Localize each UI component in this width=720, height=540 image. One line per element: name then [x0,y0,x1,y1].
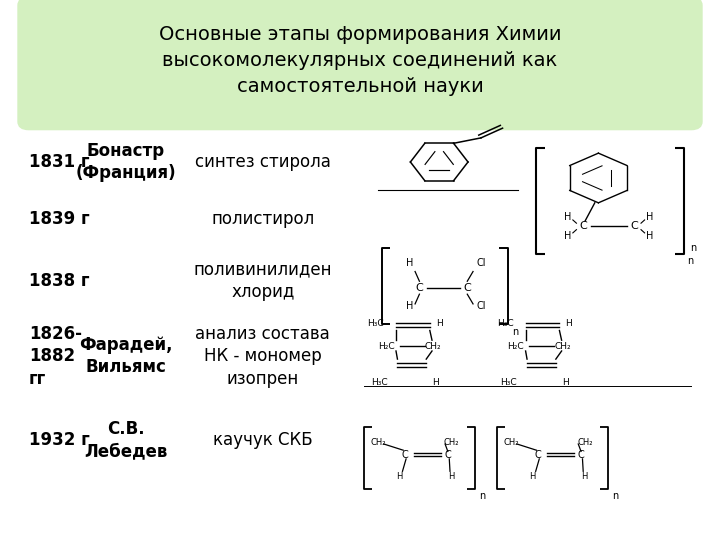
Text: H₂C: H₂C [508,342,524,351]
Text: H: H [449,472,454,481]
Text: CH₂: CH₂ [371,437,387,447]
Text: Бонастр
(Франция): Бонастр (Франция) [76,142,176,182]
Text: H₃C: H₃C [500,378,517,387]
Text: Основные этапы формирования Химии
высокомолекулярных соединений как
самостоятель: Основные этапы формирования Химии высоко… [158,25,562,96]
Text: 1932 г: 1932 г [29,431,89,449]
Text: H: H [564,231,572,241]
Text: CH₂: CH₂ [425,342,441,351]
Text: H₃C: H₃C [367,320,384,328]
Text: поливинилиден
хлорид: поливинилиден хлорид [194,261,332,301]
Text: C: C [444,449,451,460]
Text: H: H [562,378,569,387]
Text: H: H [646,231,653,241]
Text: H₃C: H₃C [497,320,513,328]
Text: n: n [688,256,694,267]
Text: C: C [534,449,541,460]
Text: H₃C: H₃C [371,378,387,387]
Text: H: H [530,472,536,481]
Text: анализ состава
НК - мономер
изопрен: анализ состава НК - мономер изопрен [195,325,330,388]
Text: H: H [432,378,439,387]
Text: CH₂: CH₂ [554,342,571,351]
Text: 1838 г: 1838 г [29,272,89,290]
Text: CH₂: CH₂ [504,437,520,447]
Text: H: H [406,258,414,268]
Text: C: C [401,449,408,460]
Text: C: C [630,221,638,232]
Text: H: H [564,212,572,222]
Text: C: C [415,283,423,293]
Text: H: H [436,320,443,328]
Text: CH₂: CH₂ [444,437,459,447]
Text: Фарадей,
Вильямс: Фарадей, Вильямс [79,336,173,376]
Text: n: n [479,491,485,502]
Text: полистирол: полистирол [211,210,315,228]
Text: H: H [397,472,402,481]
Text: H: H [406,301,414,312]
Text: n: n [512,327,518,338]
FancyBboxPatch shape [18,0,702,130]
Text: Cl: Cl [477,258,487,268]
Text: C: C [580,221,588,232]
Text: C: C [577,449,585,460]
Text: n: n [612,491,618,502]
Text: H: H [582,472,588,481]
Text: H: H [646,212,653,222]
Text: n: n [690,242,696,253]
Text: H₂C: H₂C [378,342,395,351]
Text: CH₂: CH₂ [577,437,593,447]
Text: 1831 г: 1831 г [29,153,89,171]
Text: C: C [464,283,471,293]
Text: Cl: Cl [477,301,487,312]
Text: H: H [565,320,572,328]
Text: С.В.
Лебедев: С.В. Лебедев [84,420,168,460]
Text: синтез стирола: синтез стирола [195,153,330,171]
Text: каучук СКБ: каучук СКБ [213,431,312,449]
Text: 1826-
1882
гг: 1826- 1882 гг [29,325,82,388]
Text: 1839 г: 1839 г [29,210,89,228]
